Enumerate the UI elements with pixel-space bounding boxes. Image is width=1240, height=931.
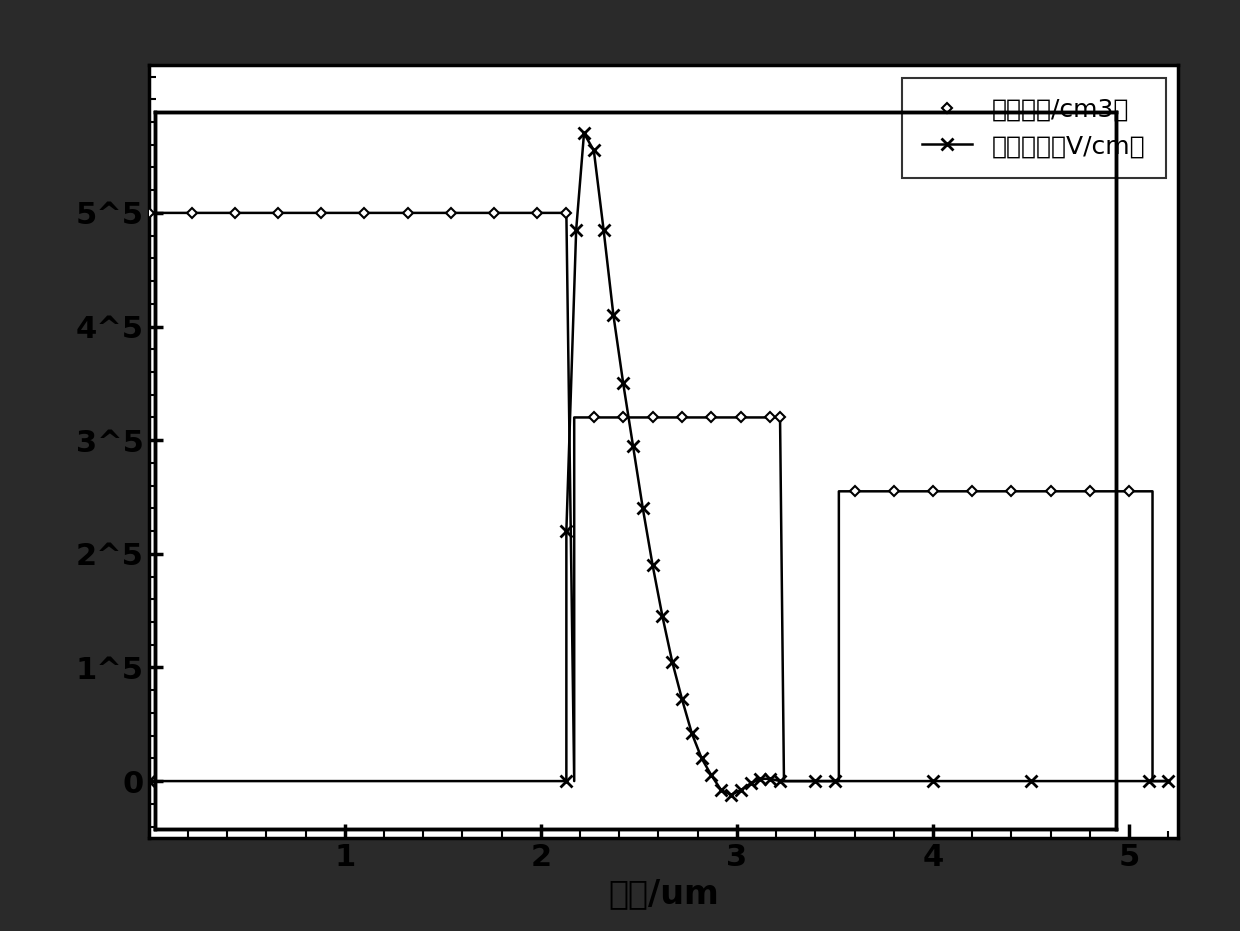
电场强度（V/cm） [673,765,688,776]
电场强度（V/cm） [737,770,751,781]
净掺杂（/cm3） [563,433,578,444]
电场强度（V/cm） [572,259,587,270]
净掺杂（/cm3） [537,243,552,254]
电场强度（V/cm） [627,617,642,628]
电场强度（V/cm） [609,518,624,529]
净掺杂（/cm3） [1027,502,1042,513]
电场强度（V/cm） [1081,770,1096,781]
净掺杂（/cm3） [990,502,1004,513]
Line: 净掺杂（/cm3）: 净掺杂（/cm3） [151,245,1074,510]
电场强度（V/cm） [728,768,743,779]
电场强度（V/cm） [537,770,552,781]
电场强度（V/cm） [636,659,651,670]
电场强度（V/cm） [646,695,661,706]
净掺杂（/cm3） [646,433,661,444]
X-axis label: 深度/um: 深度/um [580,877,691,911]
电场强度（V/cm） [600,459,615,470]
电场强度（V/cm） [582,338,596,349]
净掺杂（/cm3） [806,502,821,513]
净掺杂（/cm3） [701,433,715,444]
电场强度（V/cm） [701,778,715,789]
电场强度（V/cm） [655,726,670,737]
净掺杂（/cm3） [268,243,283,254]
净掺杂（/cm3） [843,502,858,513]
净掺杂（/cm3） [618,433,632,444]
电场强度（V/cm） [663,749,678,761]
电场强度（V/cm） [1100,770,1115,781]
净掺杂（/cm3） [590,433,605,444]
电场强度（V/cm） [971,770,986,781]
电场强度（V/cm） [148,770,162,781]
净掺杂（/cm3） [187,243,202,254]
净掺杂（/cm3） [148,243,162,254]
净掺杂（/cm3） [228,243,243,254]
净掺杂（/cm3） [737,433,751,444]
电场强度（V/cm） [719,768,734,779]
净掺杂（/cm3） [510,243,525,254]
电场强度（V/cm） [770,770,785,781]
Legend: 净掺杂（/cm3）, 电场强度（V/cm）: 净掺杂（/cm3）, 电场强度（V/cm） [839,124,1104,224]
电场强度（V/cm） [554,169,569,181]
净掺杂（/cm3） [673,433,688,444]
净掺杂（/cm3） [916,502,931,513]
电场强度（V/cm） [789,770,804,781]
电场强度（V/cm） [618,570,632,581]
电场强度（V/cm） [682,778,697,789]
电场强度（V/cm） [590,401,605,412]
净掺杂（/cm3） [879,502,894,513]
净掺杂（/cm3） [728,433,743,444]
电场强度（V/cm） [547,259,562,270]
净掺杂（/cm3） [470,243,485,254]
电场强度（V/cm） [537,538,552,549]
电场强度（V/cm） [691,783,706,794]
净掺杂（/cm3） [1063,502,1078,513]
净掺杂（/cm3） [389,243,404,254]
净掺杂（/cm3） [429,243,444,254]
净掺杂（/cm3） [954,502,968,513]
电场强度（V/cm） [563,185,578,196]
净掺杂（/cm3） [348,243,363,254]
电场强度（V/cm） [879,770,894,781]
Line: 电场强度（V/cm）: 电场强度（V/cm） [149,169,1114,795]
电场强度（V/cm） [709,773,724,784]
净掺杂（/cm3） [309,243,324,254]
